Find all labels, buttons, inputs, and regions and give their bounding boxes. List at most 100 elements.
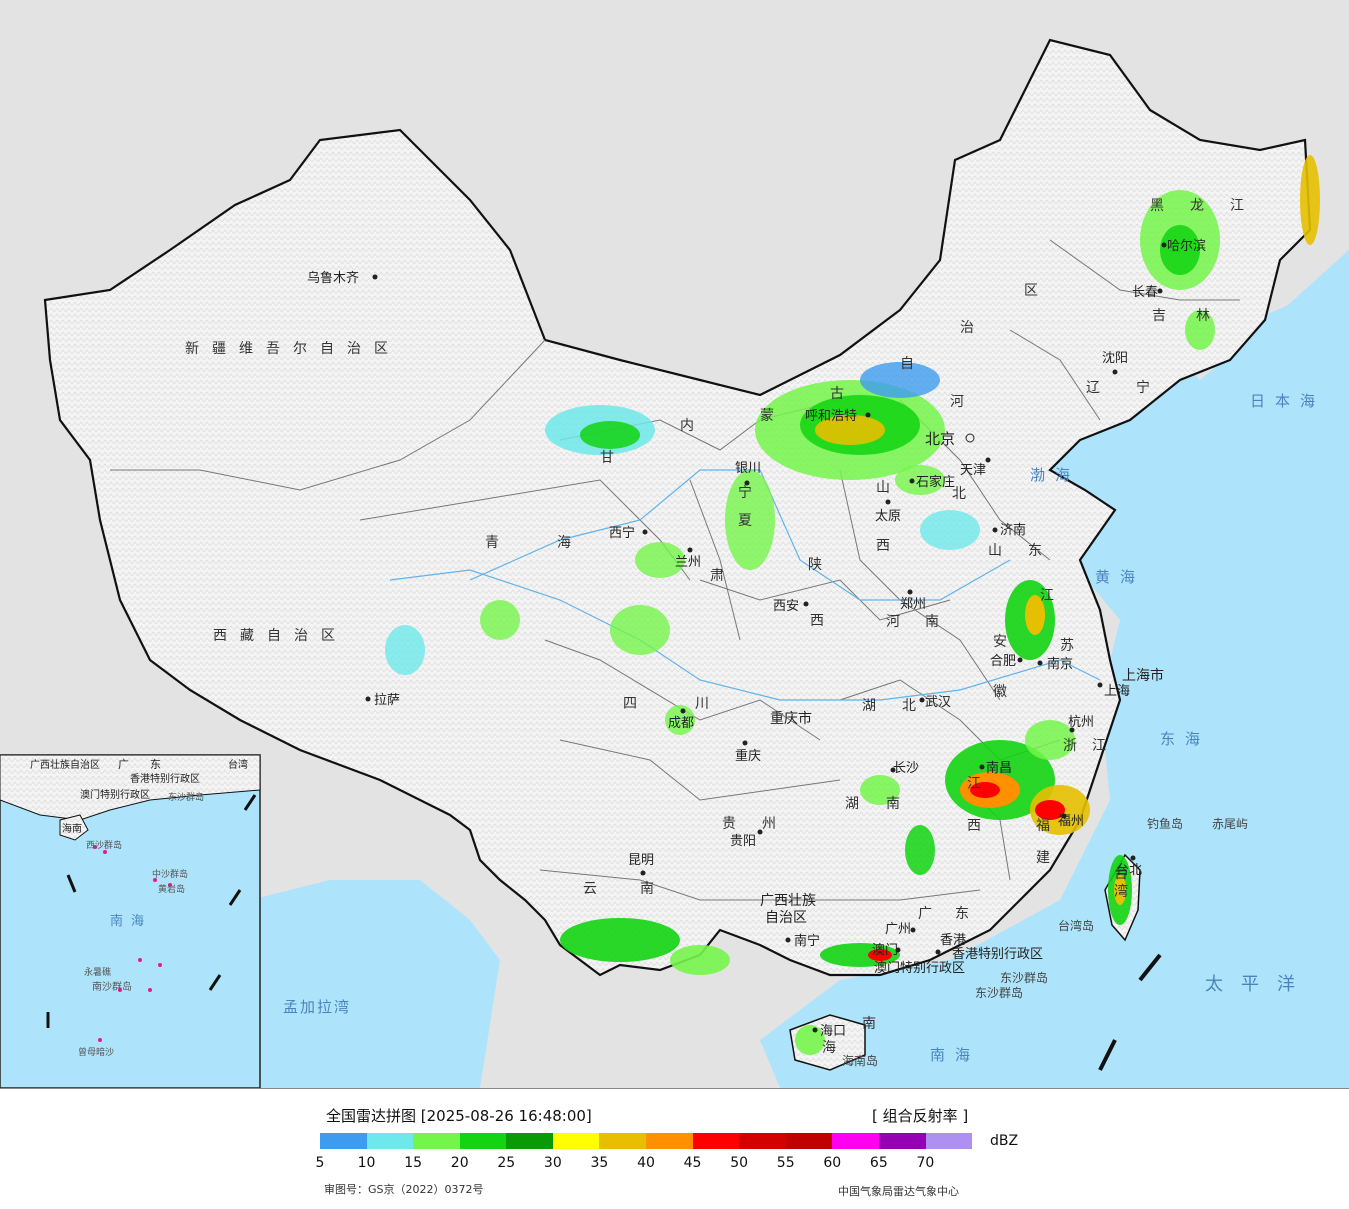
city-guangzhou: 广州 [885,922,911,937]
inset-macau: 澳门特别行政区 [80,788,150,801]
scale-tick-label: 25 [497,1155,516,1171]
city-changchun: 长春 [1132,285,1158,300]
region-chongqing: 重庆市 [770,710,812,727]
scale-tick-label: 40 [637,1155,655,1171]
region-shandong-b: 东 [1028,543,1055,559]
region-hunan-b: 南 [886,796,913,812]
city-shijiazhuang: 石家庄 [916,474,955,490]
region-guangxi-a: 广西壮族 [760,893,816,909]
inset-zengmu: 曾母暗沙 [78,1046,114,1058]
island-hainan: 海南岛 [842,1053,878,1068]
inset-nansha: 南沙群岛 [92,980,132,993]
scale-tick-label: 60 [823,1155,842,1171]
scale-swatch [366,1133,414,1149]
legend-product: [ 组合反射率 ] [872,1107,969,1125]
city-kunming: 昆明 [628,853,654,868]
city-guiyang: 贵阳 [730,834,756,849]
city-shanghai: 上海 [1104,684,1130,699]
region-henan-b: 南 [925,614,952,630]
city-nanjing: 南京 [1047,656,1073,672]
city-beijing: 北京 [925,430,955,448]
city-lhasa: 拉萨 [374,693,400,708]
city-taiyuan: 太原 [875,509,901,524]
region-hubei-b: 北 [902,698,929,714]
producer: 中国气象局雷达气象中心 [838,1185,959,1198]
sea-japan: 日本海 [1250,392,1325,410]
region-guangdong-a: 广 [918,906,945,922]
region-anhui-a: 安 [993,634,1020,650]
inset-yongshu: 永暑礁 [84,966,111,978]
island-dongsha-island: 东沙群岛 [1000,970,1048,985]
region-gansu-a: 甘 [600,450,627,466]
scale-tick-label: 65 [869,1155,888,1171]
legend-panel: 全国雷达拼图 [2025-08-26 16:48:00] [ 组合反射率 ] d… [0,1088,1349,1209]
region-xizang: 西藏自治区 [213,628,348,644]
scale-tick-label: 15 [404,1155,423,1171]
scale-tick-label: 35 [590,1155,609,1171]
scale-swatch [739,1133,786,1149]
region-taiwan-b: 湾 [1114,883,1141,900]
scale-tick-label: 45 [683,1155,702,1171]
city-fuzhou: 福州 [1058,814,1084,829]
scale-swatch [646,1133,693,1149]
inset-zhongsha: 中沙群岛 [152,868,188,880]
region-shandong-a: 山 [988,543,1015,559]
city-taipei: 台北 [1116,863,1142,878]
region-gansu-b: 肃 [710,568,737,584]
rivers [389,469,1101,701]
legend-unit: dBZ [990,1133,1019,1149]
region-jiangxi-b: 西 [967,818,994,834]
region-neimenggu-f: 区 [1024,283,1051,299]
dash-line [1098,953,1162,1071]
inset-sea: 南海 [110,913,152,929]
region-neimenggu-a: 内 [680,418,707,434]
scale-swatch [320,1133,367,1149]
region-shanxi-a: 山 [876,480,903,496]
scale-tick-label: 55 [776,1155,795,1171]
scale-tick-label: 10 [357,1155,376,1171]
region-heilongjiang-b: 龙 [1190,198,1217,214]
region-shaanxi-a: 陕 [808,557,835,573]
city-harbin: 哈尔滨 [1167,238,1206,254]
city-zhengzhou: 郑州 [900,597,926,612]
region-guizhou-a: 贵 [722,816,749,832]
scale-tick-label: 50 [730,1155,749,1171]
scale-swatch [459,1133,507,1149]
region-hainan-a: 海 [822,1040,849,1056]
inset-taiwan: 台湾 [228,758,248,771]
region-yunnan-b: 南 [640,881,667,897]
sea-south: 南海 [930,1046,980,1064]
city-yinchuan: 银川 [735,461,761,476]
city-macau: 澳门 [872,942,898,958]
island-chiwei: 赤尾屿 [1212,817,1248,831]
scale-tick-label: 30 [543,1155,562,1171]
region-zhejiang-a: 浙 [1063,738,1090,754]
inset-hainan: 海南 [62,822,82,835]
region-jiangxi-a: 江 [967,776,994,792]
sea-yellow: 黄海 [1095,568,1145,586]
scale-swatch [413,1133,460,1149]
scale-swatch [785,1133,833,1149]
city-nanchang: 南昌 [986,760,1012,776]
scale-tick-label: 70 [916,1155,935,1171]
region-hubei-a: 湖 [862,698,889,714]
inset-dongsha: 东沙群岛 [168,791,204,803]
bay-of-bengal [250,880,500,1088]
city-wuhan: 武汉 [925,695,951,710]
sea-bohai: 渤海 [1030,466,1080,484]
region-hunan-a: 湖 [845,796,872,812]
radar-map[interactable]: 新疆维吾尔自治区 西藏自治区 青 海 甘 肃 四 川 云 南 贵 州 重庆市 陕… [0,0,1349,1088]
city-hongkong: 香港 [940,933,966,948]
region-sichuan-b: 川 [695,696,722,712]
scale-swatch [552,1133,600,1149]
region-hebei-a: 河 [950,394,977,410]
inset-dong: 东 [150,758,161,771]
region-fujian-b: 建 [1036,850,1063,866]
region-jiangsu-a: 江 [1040,588,1067,604]
city-hangzhou: 杭州 [1068,715,1094,730]
inset-hk: 香港特别行政区 [130,772,200,785]
city-shenyang: 沈阳 [1102,351,1128,366]
sea-pacific: 太平洋 [1205,974,1313,995]
region-ningxia-b: 夏 [738,513,765,529]
city-chengdu: 成都 [668,716,694,731]
